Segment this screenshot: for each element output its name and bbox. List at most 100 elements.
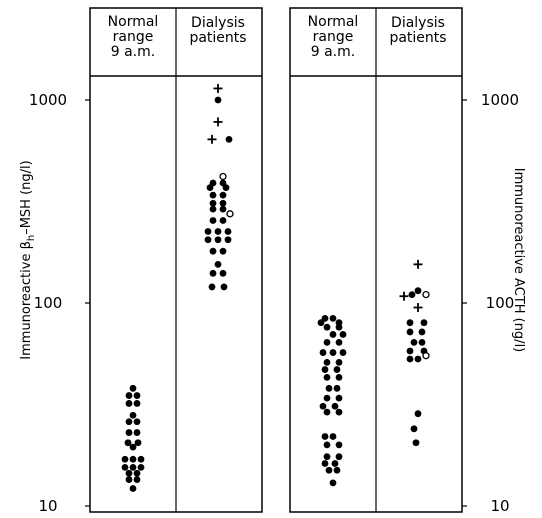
data-point xyxy=(125,400,133,407)
data-point-plus xyxy=(213,83,223,93)
tick-label: 100 xyxy=(486,294,515,312)
data-point xyxy=(209,217,217,224)
data-point xyxy=(129,463,137,471)
data-point xyxy=(329,433,337,440)
data-point xyxy=(323,338,331,346)
data-point xyxy=(339,349,347,356)
data-point xyxy=(209,269,217,277)
data-point xyxy=(133,429,141,436)
data-point xyxy=(219,247,227,255)
data-point xyxy=(335,338,343,346)
data-point xyxy=(125,469,133,477)
data-point xyxy=(133,400,141,407)
data-point xyxy=(219,269,227,277)
data-point xyxy=(124,439,132,447)
data-point xyxy=(319,349,327,356)
data-point xyxy=(133,418,141,426)
data-point xyxy=(335,374,343,381)
data-point xyxy=(323,408,331,416)
data-point xyxy=(206,184,214,192)
group-header-line: Dialysis xyxy=(391,15,445,31)
data-point xyxy=(333,466,341,474)
data-point xyxy=(406,355,414,363)
data-point xyxy=(323,374,331,381)
data-point xyxy=(214,228,222,235)
data-point xyxy=(209,205,217,213)
data-point xyxy=(321,460,329,467)
data-point-open xyxy=(226,210,234,218)
data-point xyxy=(133,476,141,483)
data-point xyxy=(214,236,222,244)
data-point xyxy=(321,314,329,322)
data-point xyxy=(125,418,133,426)
group-header-line: patients xyxy=(389,30,446,46)
data-point xyxy=(414,287,422,295)
data-point xyxy=(329,479,337,487)
data-point xyxy=(209,247,217,255)
group-header-line: range xyxy=(313,29,354,45)
data-point xyxy=(335,358,343,366)
tick-label: 1000 xyxy=(481,91,519,109)
data-point xyxy=(121,455,129,463)
data-point xyxy=(129,485,137,492)
data-point-plus xyxy=(207,134,217,144)
data-point xyxy=(125,476,133,483)
group-header-line: 9 a.m. xyxy=(111,44,155,60)
data-point xyxy=(204,236,212,244)
data-point xyxy=(414,355,422,363)
data-point xyxy=(410,425,418,433)
data-point xyxy=(125,429,133,436)
group-header-line: patients xyxy=(189,30,246,46)
data-point xyxy=(335,408,343,416)
tick-label: 10 xyxy=(38,497,57,515)
data-point xyxy=(331,460,339,467)
data-point-plus xyxy=(399,291,409,301)
group-header-line: Dialysis xyxy=(191,15,245,31)
group-header-line: Normal xyxy=(308,14,359,30)
data-point xyxy=(134,439,142,447)
data-point xyxy=(224,228,232,235)
data-point xyxy=(418,338,426,346)
tick-label: 100 xyxy=(34,294,63,312)
data-point xyxy=(412,439,420,447)
group-header-line: Normal xyxy=(108,14,159,30)
data-point-open xyxy=(219,172,227,181)
data-point xyxy=(335,323,343,331)
data-point xyxy=(406,319,414,327)
data-point xyxy=(335,441,343,449)
data-point xyxy=(414,410,422,418)
data-point xyxy=(323,394,331,402)
data-point xyxy=(335,453,343,461)
data-point xyxy=(323,441,331,449)
data-point xyxy=(408,291,416,298)
data-point xyxy=(333,366,341,373)
data-point xyxy=(339,331,347,338)
data-point xyxy=(331,402,339,410)
data-point xyxy=(329,314,337,322)
data-point xyxy=(418,328,426,336)
data-point xyxy=(208,283,216,291)
data-point xyxy=(321,433,329,440)
data-point xyxy=(222,184,230,192)
data-point xyxy=(214,96,222,104)
data-point xyxy=(133,392,141,399)
data-point xyxy=(121,463,129,471)
tick-label: 10 xyxy=(490,497,509,515)
group-header-line: 9 a.m. xyxy=(311,44,355,60)
data-point-open xyxy=(422,352,430,360)
data-point xyxy=(323,453,331,461)
data-point xyxy=(329,331,337,338)
data-point xyxy=(204,228,212,235)
data-point xyxy=(219,205,227,213)
data-point xyxy=(209,199,217,207)
data-point xyxy=(125,392,133,399)
data-point xyxy=(224,236,232,244)
group-header-line: range xyxy=(113,29,154,45)
data-point xyxy=(225,135,233,143)
data-point-plus xyxy=(413,303,423,313)
data-point xyxy=(129,411,137,419)
data-point xyxy=(420,319,428,327)
